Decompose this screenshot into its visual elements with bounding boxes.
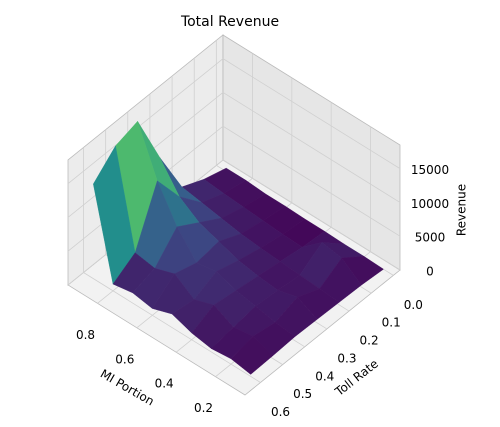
z-axis-label: Revenue: [455, 184, 469, 236]
surface-face: [230, 335, 274, 375]
surface: [93, 120, 384, 375]
y-tick-label: 0.5: [293, 387, 312, 401]
x-tick-label: 0.6: [115, 352, 134, 366]
grid-line: [222, 58, 401, 169]
x-axis-label: MI Portion: [98, 367, 157, 409]
chart-title: Total Revenue: [180, 14, 279, 30]
y-tick-label: 0.3: [337, 351, 356, 365]
grid-line: [83, 272, 261, 383]
z-tick-label: 0: [426, 265, 434, 279]
z-tick-label: 5000: [415, 231, 446, 245]
grid-line: [222, 125, 401, 237]
x-tick-label: 0.4: [155, 377, 174, 391]
y-tick-label: 0.1: [382, 316, 401, 330]
grid-line: [222, 92, 401, 203]
z-tick-label: 15000: [411, 163, 449, 177]
grid-line: [67, 58, 224, 184]
y-tick-label: 0.4: [315, 369, 334, 383]
y-tick-label: 0.2: [360, 334, 379, 348]
x-tick-label: 0.8: [76, 328, 95, 342]
grid-line: [222, 159, 401, 271]
y-tick-label: 0.6: [271, 405, 290, 419]
z-tick-label: 10000: [411, 197, 449, 211]
y-tick-label: 0.0: [404, 298, 423, 312]
x-tick-label: 0.2: [194, 401, 213, 415]
